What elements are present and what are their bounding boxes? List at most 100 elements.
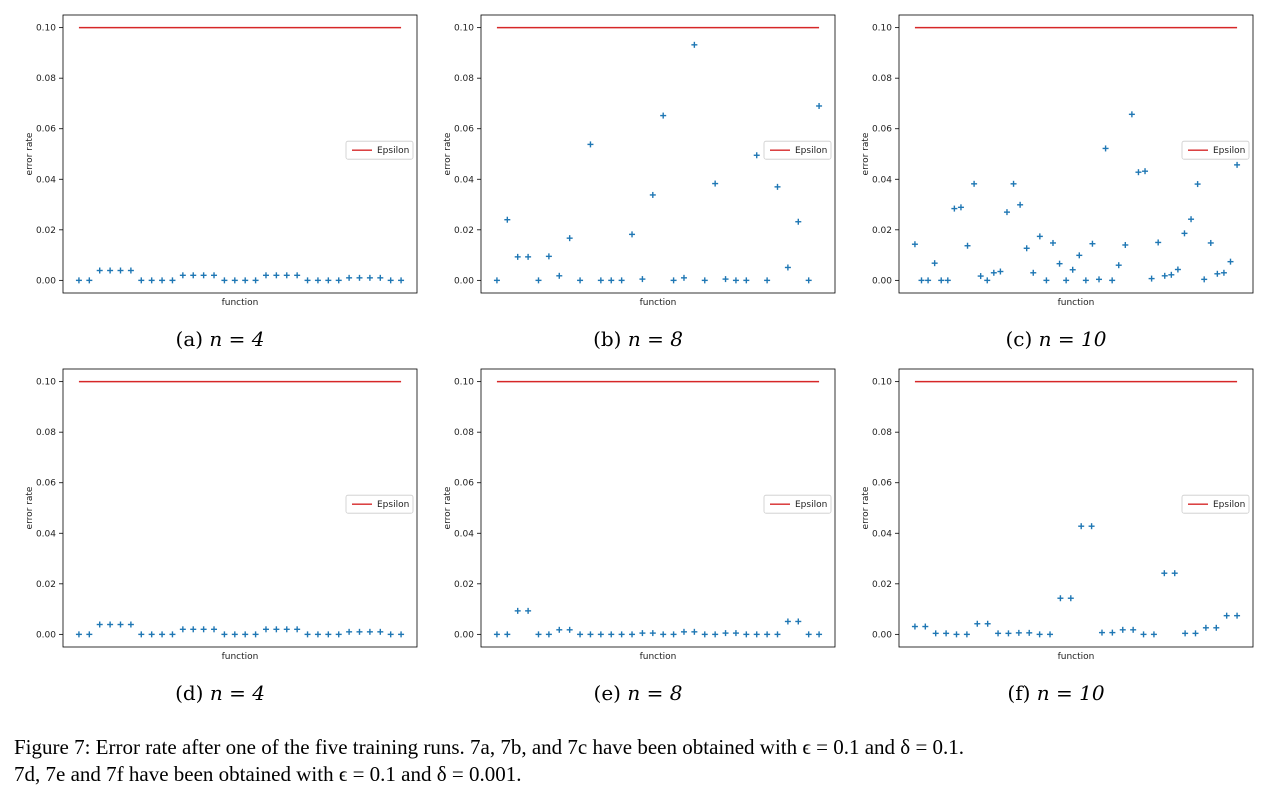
y-tick-label: 0.04: [36, 175, 56, 185]
data-point: [977, 273, 984, 280]
data-point: [525, 607, 532, 614]
data-point: [211, 272, 218, 279]
data-point: [514, 253, 521, 260]
data-point: [75, 631, 82, 638]
chart-e: 0.00 0.02 0.04 0.06 0.08 0.10 function error ra…: [443, 368, 836, 662]
plot-frame: [62, 14, 418, 294]
data-point: [660, 112, 667, 119]
data-point: [387, 277, 394, 284]
data-point: [795, 618, 802, 625]
data-point: [932, 630, 939, 637]
data-point: [722, 276, 729, 283]
subcaption-c-math: n = 10: [1038, 327, 1107, 351]
data-point: [1171, 570, 1178, 577]
data-point: [805, 631, 812, 638]
data-point: [774, 631, 781, 638]
data-point: [670, 631, 677, 638]
data-point: [1201, 276, 1208, 283]
data-point: [1130, 626, 1137, 633]
subcaption-b: (b) n = 8: [428, 327, 848, 351]
data-point: [1088, 523, 1095, 530]
data-point: [283, 626, 290, 633]
subcaption-c-label: (c): [1005, 327, 1033, 351]
data-point: [356, 628, 363, 635]
data-point: [587, 631, 594, 638]
legend-label: Epsilon: [1213, 500, 1245, 510]
data-point: [1155, 239, 1162, 246]
data-point: [639, 630, 646, 637]
data-point: [545, 253, 552, 260]
data-point: [1102, 145, 1109, 152]
data-point: [649, 630, 656, 637]
data-point: [1036, 631, 1043, 638]
data-point: [911, 241, 918, 248]
data-point: [911, 623, 918, 630]
data-point: [805, 277, 812, 284]
data-point: [680, 628, 687, 635]
y-tick-label: 0.06: [454, 125, 474, 135]
data-point: [618, 277, 625, 284]
data-point: [1214, 270, 1221, 277]
y-tick-label: 0.10: [36, 378, 56, 388]
data-point: [127, 621, 134, 628]
data-point: [1030, 269, 1037, 276]
x-axis-label: function: [640, 652, 677, 662]
data-point: [743, 277, 750, 284]
data-point: [784, 618, 791, 625]
x-axis-label: function: [222, 652, 259, 662]
data-point: [597, 277, 604, 284]
data-point: [701, 277, 708, 284]
data-point: [211, 626, 218, 633]
data-point: [127, 267, 134, 274]
data-point: [608, 277, 615, 284]
legend-box: [1181, 140, 1250, 160]
y-tick-label: 0.08: [36, 74, 56, 84]
data-point: [556, 626, 563, 633]
data-point: [1227, 258, 1234, 265]
y-tick-label: 0.00: [454, 276, 474, 286]
data-point: [931, 260, 938, 267]
data-point: [1119, 626, 1126, 633]
data-point: [75, 277, 82, 284]
data-point: [629, 631, 636, 638]
data-point: [556, 272, 563, 279]
data-point: [304, 631, 311, 638]
data-point: [1194, 181, 1201, 188]
data-point: [1182, 630, 1189, 637]
y-tick-label: 0.06: [872, 479, 892, 489]
data-point: [1063, 277, 1070, 284]
y-tick-label: 0.02: [36, 226, 56, 236]
data-point: [1150, 631, 1157, 638]
figure-caption: Figure 7: Error rate after one of the fi…: [14, 734, 1274, 788]
data-point: [366, 628, 373, 635]
data-point: [398, 277, 405, 284]
data-point: [922, 623, 929, 630]
data-point: [138, 277, 145, 284]
data-point: [984, 620, 991, 627]
y-tick-label: 0.06: [36, 479, 56, 489]
data-point: [356, 274, 363, 281]
data-point: [618, 631, 625, 638]
y-tick-label: 0.02: [36, 580, 56, 590]
y-tick-label: 0.00: [872, 630, 892, 640]
data-point: [577, 277, 584, 284]
data-point: [304, 277, 311, 284]
x-axis-label: function: [1058, 652, 1095, 662]
y-tick-label: 0.00: [454, 630, 474, 640]
data-point: [753, 631, 760, 638]
data-point: [221, 277, 228, 284]
subplot-e: 0.00 0.02 0.04 0.06 0.08 0.10 function error ra…: [428, 364, 848, 664]
data-point: [314, 631, 321, 638]
data-point: [1098, 629, 1105, 636]
legend: Epsilon: [763, 140, 832, 160]
data-point: [117, 621, 124, 628]
subcaption-a-label: (a): [175, 327, 204, 351]
data-point: [1135, 169, 1142, 176]
data-point: [1026, 629, 1033, 636]
data-point: [639, 276, 646, 283]
data-point: [1109, 277, 1116, 284]
data-point: [660, 631, 667, 638]
data-point: [252, 631, 259, 638]
y-axis-label: error rate: [25, 132, 35, 175]
data-point: [701, 631, 708, 638]
